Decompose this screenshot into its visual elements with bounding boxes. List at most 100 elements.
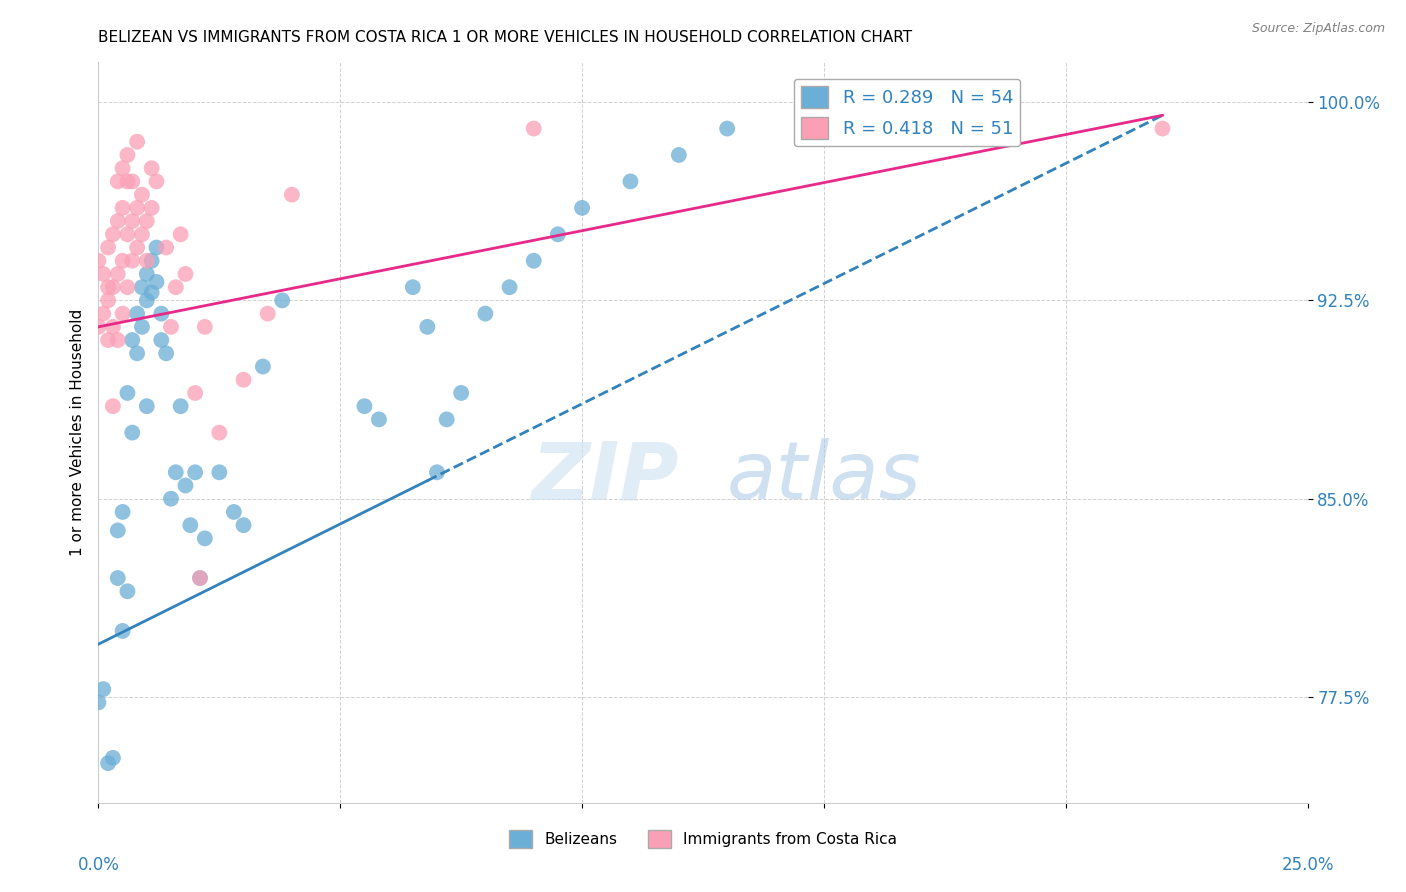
Point (252, 359, 274, 374)
Point (150, 333, 173, 347)
Point (523, 253, 546, 268)
Point (121, 425, 143, 440)
Point (1152, 121, 1174, 136)
Text: 25.0%: 25.0% (1281, 855, 1334, 873)
Point (188, 571, 211, 585)
Point (127, 346, 149, 360)
Point (111, 201, 134, 215)
Point (121, 253, 143, 268)
Point (117, 280, 139, 294)
Point (194, 319, 217, 334)
Point (368, 412, 391, 426)
Point (668, 148, 690, 162)
Point (155, 241, 177, 255)
Point (111, 624, 134, 638)
Point (150, 307, 173, 321)
Point (117, 174, 139, 188)
Legend: Belizeans, Immigrants from Costa Rica: Belizeans, Immigrants from Costa Rica (503, 823, 903, 855)
Point (135, 267, 157, 281)
Point (353, 399, 375, 413)
Point (436, 412, 458, 426)
Point (117, 584, 139, 599)
Point (619, 174, 641, 188)
Point (87, 253, 110, 268)
Point (127, 201, 149, 215)
Point (87, 695, 110, 709)
Point (169, 399, 191, 413)
Point (402, 280, 425, 294)
Point (107, 174, 129, 188)
Point (101, 319, 124, 334)
Point (194, 532, 217, 546)
Point (145, 241, 167, 255)
Point (107, 333, 129, 347)
Point (131, 187, 153, 202)
Point (232, 373, 254, 387)
Point (111, 161, 134, 176)
Point (131, 227, 153, 242)
Point (131, 319, 153, 334)
Point (97, 280, 120, 294)
Point (121, 333, 143, 347)
Point (97, 241, 120, 255)
Point (174, 478, 197, 492)
Point (117, 227, 139, 242)
Point (127, 241, 149, 255)
Point (101, 751, 124, 765)
Point (131, 280, 153, 294)
Y-axis label: 1 or more Vehicles in Household: 1 or more Vehicles in Household (69, 309, 84, 557)
Point (547, 227, 569, 242)
Point (160, 319, 183, 334)
Point (117, 386, 139, 401)
Point (101, 227, 124, 242)
Point (127, 135, 149, 149)
Point (498, 280, 520, 294)
Point (222, 505, 245, 519)
Point (141, 161, 163, 176)
Point (127, 307, 149, 321)
Point (141, 201, 163, 215)
Point (271, 293, 294, 308)
Point (232, 518, 254, 533)
Point (135, 214, 157, 228)
Point (135, 293, 157, 308)
Point (160, 491, 183, 506)
Point (165, 465, 187, 479)
Point (188, 571, 211, 585)
Point (474, 307, 496, 321)
Point (145, 275, 167, 289)
Point (121, 174, 143, 188)
Point (111, 505, 134, 519)
Point (121, 214, 143, 228)
Text: 0.0%: 0.0% (77, 855, 120, 873)
Point (256, 307, 278, 321)
Text: ZIP: ZIP (531, 438, 679, 516)
Point (107, 524, 129, 538)
Point (174, 267, 197, 281)
Point (523, 121, 546, 136)
Point (426, 465, 449, 479)
Point (91, 682, 114, 697)
Point (117, 148, 139, 162)
Point (111, 253, 134, 268)
Point (107, 571, 129, 585)
Point (208, 425, 231, 440)
Point (101, 280, 124, 294)
Point (450, 386, 472, 401)
Text: Source: ZipAtlas.com: Source: ZipAtlas.com (1251, 22, 1385, 36)
Point (141, 285, 163, 300)
Point (135, 399, 157, 413)
Point (281, 187, 304, 202)
Point (155, 346, 177, 360)
Point (184, 386, 207, 401)
Point (169, 227, 191, 242)
Point (107, 267, 129, 281)
Text: atlas: atlas (727, 438, 922, 516)
Point (141, 253, 163, 268)
Point (208, 465, 231, 479)
Point (716, 121, 738, 136)
Point (97, 333, 120, 347)
Point (91, 267, 114, 281)
Point (107, 214, 129, 228)
Point (135, 253, 157, 268)
